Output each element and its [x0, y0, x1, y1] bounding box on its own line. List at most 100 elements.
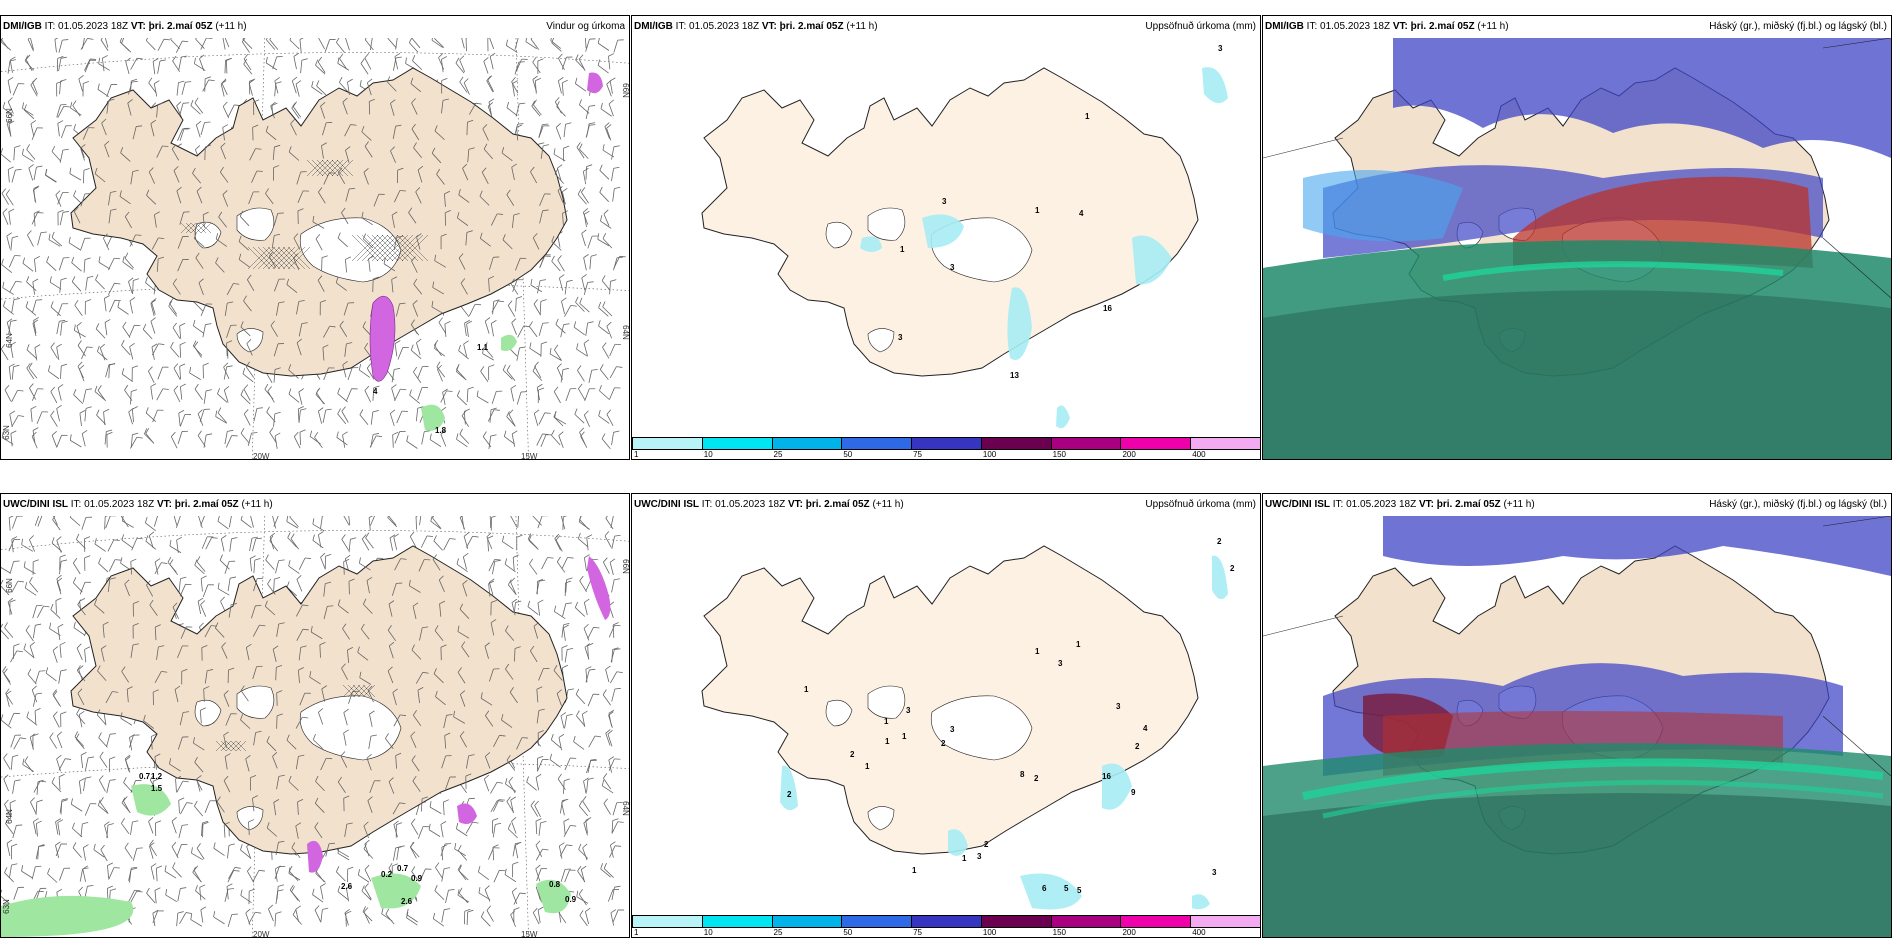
wind-barb	[228, 604, 232, 618]
wind-barb	[482, 124, 488, 130]
wind-barb	[270, 325, 279, 337]
wind-barb	[395, 752, 402, 757]
wind-barb	[273, 369, 276, 383]
wind-barb	[364, 887, 372, 900]
wind-barb	[413, 142, 417, 148]
wind-barb	[255, 911, 262, 914]
wind-barb	[418, 559, 425, 572]
wind-barb	[145, 276, 148, 283]
wind-barb	[132, 280, 134, 294]
wind-barb	[417, 366, 423, 379]
init-time: 01.05.2023 18Z	[58, 21, 129, 32]
wind-barb	[21, 865, 24, 872]
wind-barb	[459, 694, 466, 707]
wind-barb	[320, 886, 324, 900]
wind-barb	[129, 297, 136, 302]
wind-barb	[433, 540, 443, 551]
wind-barb	[514, 845, 519, 859]
wind-barb	[1, 38, 9, 49]
map-canvas[interactable]	[1263, 516, 1891, 937]
map-canvas[interactable]	[632, 516, 1260, 937]
wind-barb	[18, 415, 25, 417]
wind-barb	[412, 780, 421, 792]
wind-barb	[343, 712, 348, 726]
wind-barb	[613, 166, 620, 169]
wind-barb	[155, 868, 158, 882]
wind-barb	[33, 213, 36, 227]
wind-barb	[387, 670, 394, 684]
wind-barb	[34, 707, 41, 712]
wind-barb	[563, 624, 569, 629]
wind-barb	[435, 862, 440, 868]
wind-barb	[44, 169, 47, 176]
wind-barb	[300, 60, 303, 74]
wind-barb	[432, 517, 441, 529]
wind-barb	[393, 537, 398, 550]
wind-barb	[295, 822, 302, 827]
wind-barb	[273, 343, 279, 357]
wind-barb	[539, 210, 544, 224]
wind-barb	[145, 412, 157, 422]
wind-barb	[441, 909, 445, 923]
wind-barb	[204, 121, 211, 123]
wind-barb	[276, 623, 280, 637]
wind-barb	[47, 868, 51, 874]
wind-barb	[599, 170, 610, 180]
wind-barb	[493, 799, 500, 812]
wind-barb	[363, 603, 373, 614]
wind-barb	[10, 756, 13, 770]
wind-barb	[189, 366, 192, 373]
wind-barb	[606, 414, 614, 426]
wind-barb	[193, 232, 197, 239]
wind-barb	[413, 366, 418, 373]
wind-barb	[8, 255, 15, 268]
wind-barb	[434, 260, 447, 268]
wind-barb	[206, 38, 213, 39]
wind-barb	[458, 253, 464, 259]
wind-barb	[600, 220, 612, 229]
wind-barb	[104, 319, 111, 323]
wind-barb	[480, 371, 489, 383]
wind-barb	[265, 188, 270, 194]
wind-barb	[97, 385, 102, 391]
wind-barb	[312, 739, 324, 749]
map-canvas[interactable]	[1263, 38, 1891, 459]
wind-barb	[434, 38, 445, 48]
wind-barb	[195, 885, 198, 891]
wind-barb	[241, 41, 250, 53]
wind-barb	[226, 883, 233, 887]
wind-barb	[13, 298, 20, 300]
map-canvas[interactable]	[1, 516, 629, 937]
wind-barb	[478, 892, 491, 901]
wind-barb	[459, 735, 467, 748]
wind-barb	[483, 148, 494, 160]
wind-barb	[273, 516, 279, 527]
wind-barb	[562, 798, 569, 801]
wind-barb	[31, 127, 38, 141]
wind-barb	[589, 668, 596, 671]
map-canvas[interactable]	[632, 38, 1260, 459]
wind-barb	[551, 435, 561, 446]
wind-barb	[223, 366, 230, 380]
wind-barb	[606, 84, 612, 97]
wind-barb	[458, 194, 470, 203]
wind-barb	[566, 577, 573, 581]
wind-barb	[437, 369, 443, 382]
wind-barb	[194, 388, 203, 400]
wind-barb	[227, 429, 234, 432]
wind-barb	[488, 275, 495, 280]
wind-barb	[538, 668, 544, 681]
wind-barb	[130, 437, 138, 449]
wind-barb	[581, 714, 586, 728]
wind-barb	[268, 904, 274, 910]
wind-barb	[342, 628, 350, 640]
wind-barb	[457, 672, 466, 684]
wind-barb	[461, 646, 470, 658]
wind-barb	[1, 431, 4, 438]
wind-barb	[295, 716, 303, 729]
wind-barb	[58, 776, 61, 790]
map-canvas[interactable]	[1, 38, 629, 459]
wind-barb	[456, 212, 460, 219]
wind-barb	[10, 430, 17, 434]
wind-barb	[488, 582, 494, 596]
